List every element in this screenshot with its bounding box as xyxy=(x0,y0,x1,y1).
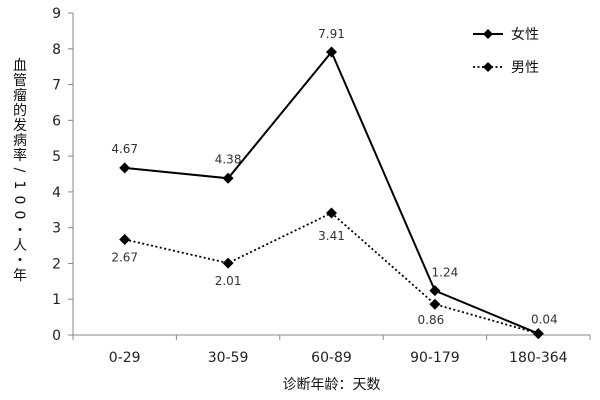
y-axis-title-char: 血 xyxy=(13,58,27,74)
data-label: 1.24 xyxy=(432,266,459,280)
series-layer xyxy=(119,46,544,340)
y-axis-title-char: 的 xyxy=(13,103,27,119)
legend-marker xyxy=(483,62,493,72)
data-point xyxy=(119,162,131,174)
y-axis-title-char: 管 xyxy=(13,73,27,89)
y-axis-title-char: 0 xyxy=(11,196,27,205)
data-label: 4.38 xyxy=(215,152,242,166)
y-axis-title-char: / xyxy=(11,168,27,173)
x-tick-label: 90-179 xyxy=(410,350,460,366)
data-label: 3.41 xyxy=(318,229,345,243)
y-axis-title-char: 病 xyxy=(13,133,27,149)
x-axis-title: 诊断年龄：天数 xyxy=(283,377,381,393)
y-tick-label: 1 xyxy=(52,292,61,308)
data-label: 0.04 xyxy=(531,313,558,327)
y-tick-label: 3 xyxy=(52,221,61,237)
data-labels: 4.67 4.38 7.91 1.24 0.04 2.67 2.01 3.41 0.86 xyxy=(111,27,557,327)
y-tick-label: 0 xyxy=(52,328,61,344)
legend-label: 女性 xyxy=(511,26,539,43)
series-line-female xyxy=(124,50,539,335)
y-axis-ticks: 0 1 2 3 4 5 6 7 8 9 xyxy=(52,6,73,344)
y-axis-title-char: 1 xyxy=(11,181,27,190)
data-point xyxy=(119,233,131,245)
data-point xyxy=(429,298,441,310)
data-label: 4.67 xyxy=(111,142,138,156)
data-label: 7.91 xyxy=(318,27,345,41)
y-axis-title-char: ・ xyxy=(13,253,27,269)
y-tick-label: 4 xyxy=(52,185,61,201)
data-point xyxy=(326,46,337,58)
y-axis-title-char: 发 xyxy=(13,118,27,134)
legend-label: 男性 xyxy=(511,60,539,76)
y-tick-label: 2 xyxy=(52,256,61,272)
y-tick-label: 6 xyxy=(52,113,61,129)
y-axis-title-char: ・ xyxy=(13,223,27,239)
y-tick-label: 7 xyxy=(52,78,61,94)
x-tick-label: 0-29 xyxy=(109,350,141,366)
data-label: 2.01 xyxy=(215,274,242,288)
y-tick-label: 8 xyxy=(52,42,61,58)
x-tick-label: 180-364 xyxy=(509,350,568,366)
data-label: 0.86 xyxy=(418,313,445,327)
y-tick-label: 9 xyxy=(52,6,61,22)
data-point xyxy=(326,207,337,219)
data-point xyxy=(429,285,441,297)
x-axis-ticks: 0-29 30-59 60-89 90-179 180-364 xyxy=(72,335,591,366)
x-tick-label: 30-59 xyxy=(208,350,249,366)
data-point xyxy=(222,172,234,184)
data-point xyxy=(532,328,544,340)
data-label: 2.67 xyxy=(111,250,138,264)
legend-marker xyxy=(483,29,493,39)
data-point xyxy=(222,257,234,269)
y-tick-label: 5 xyxy=(52,149,61,165)
x-tick-label: 60-89 xyxy=(311,350,352,366)
y-axis-title-char: 年 xyxy=(13,268,27,284)
y-axis-title-char: 瘤 xyxy=(13,87,27,104)
y-axis-title-char: 0 xyxy=(11,211,27,220)
y-axis-title-char: 人 xyxy=(13,238,27,254)
y-axis-title-char: 率 xyxy=(13,147,27,164)
